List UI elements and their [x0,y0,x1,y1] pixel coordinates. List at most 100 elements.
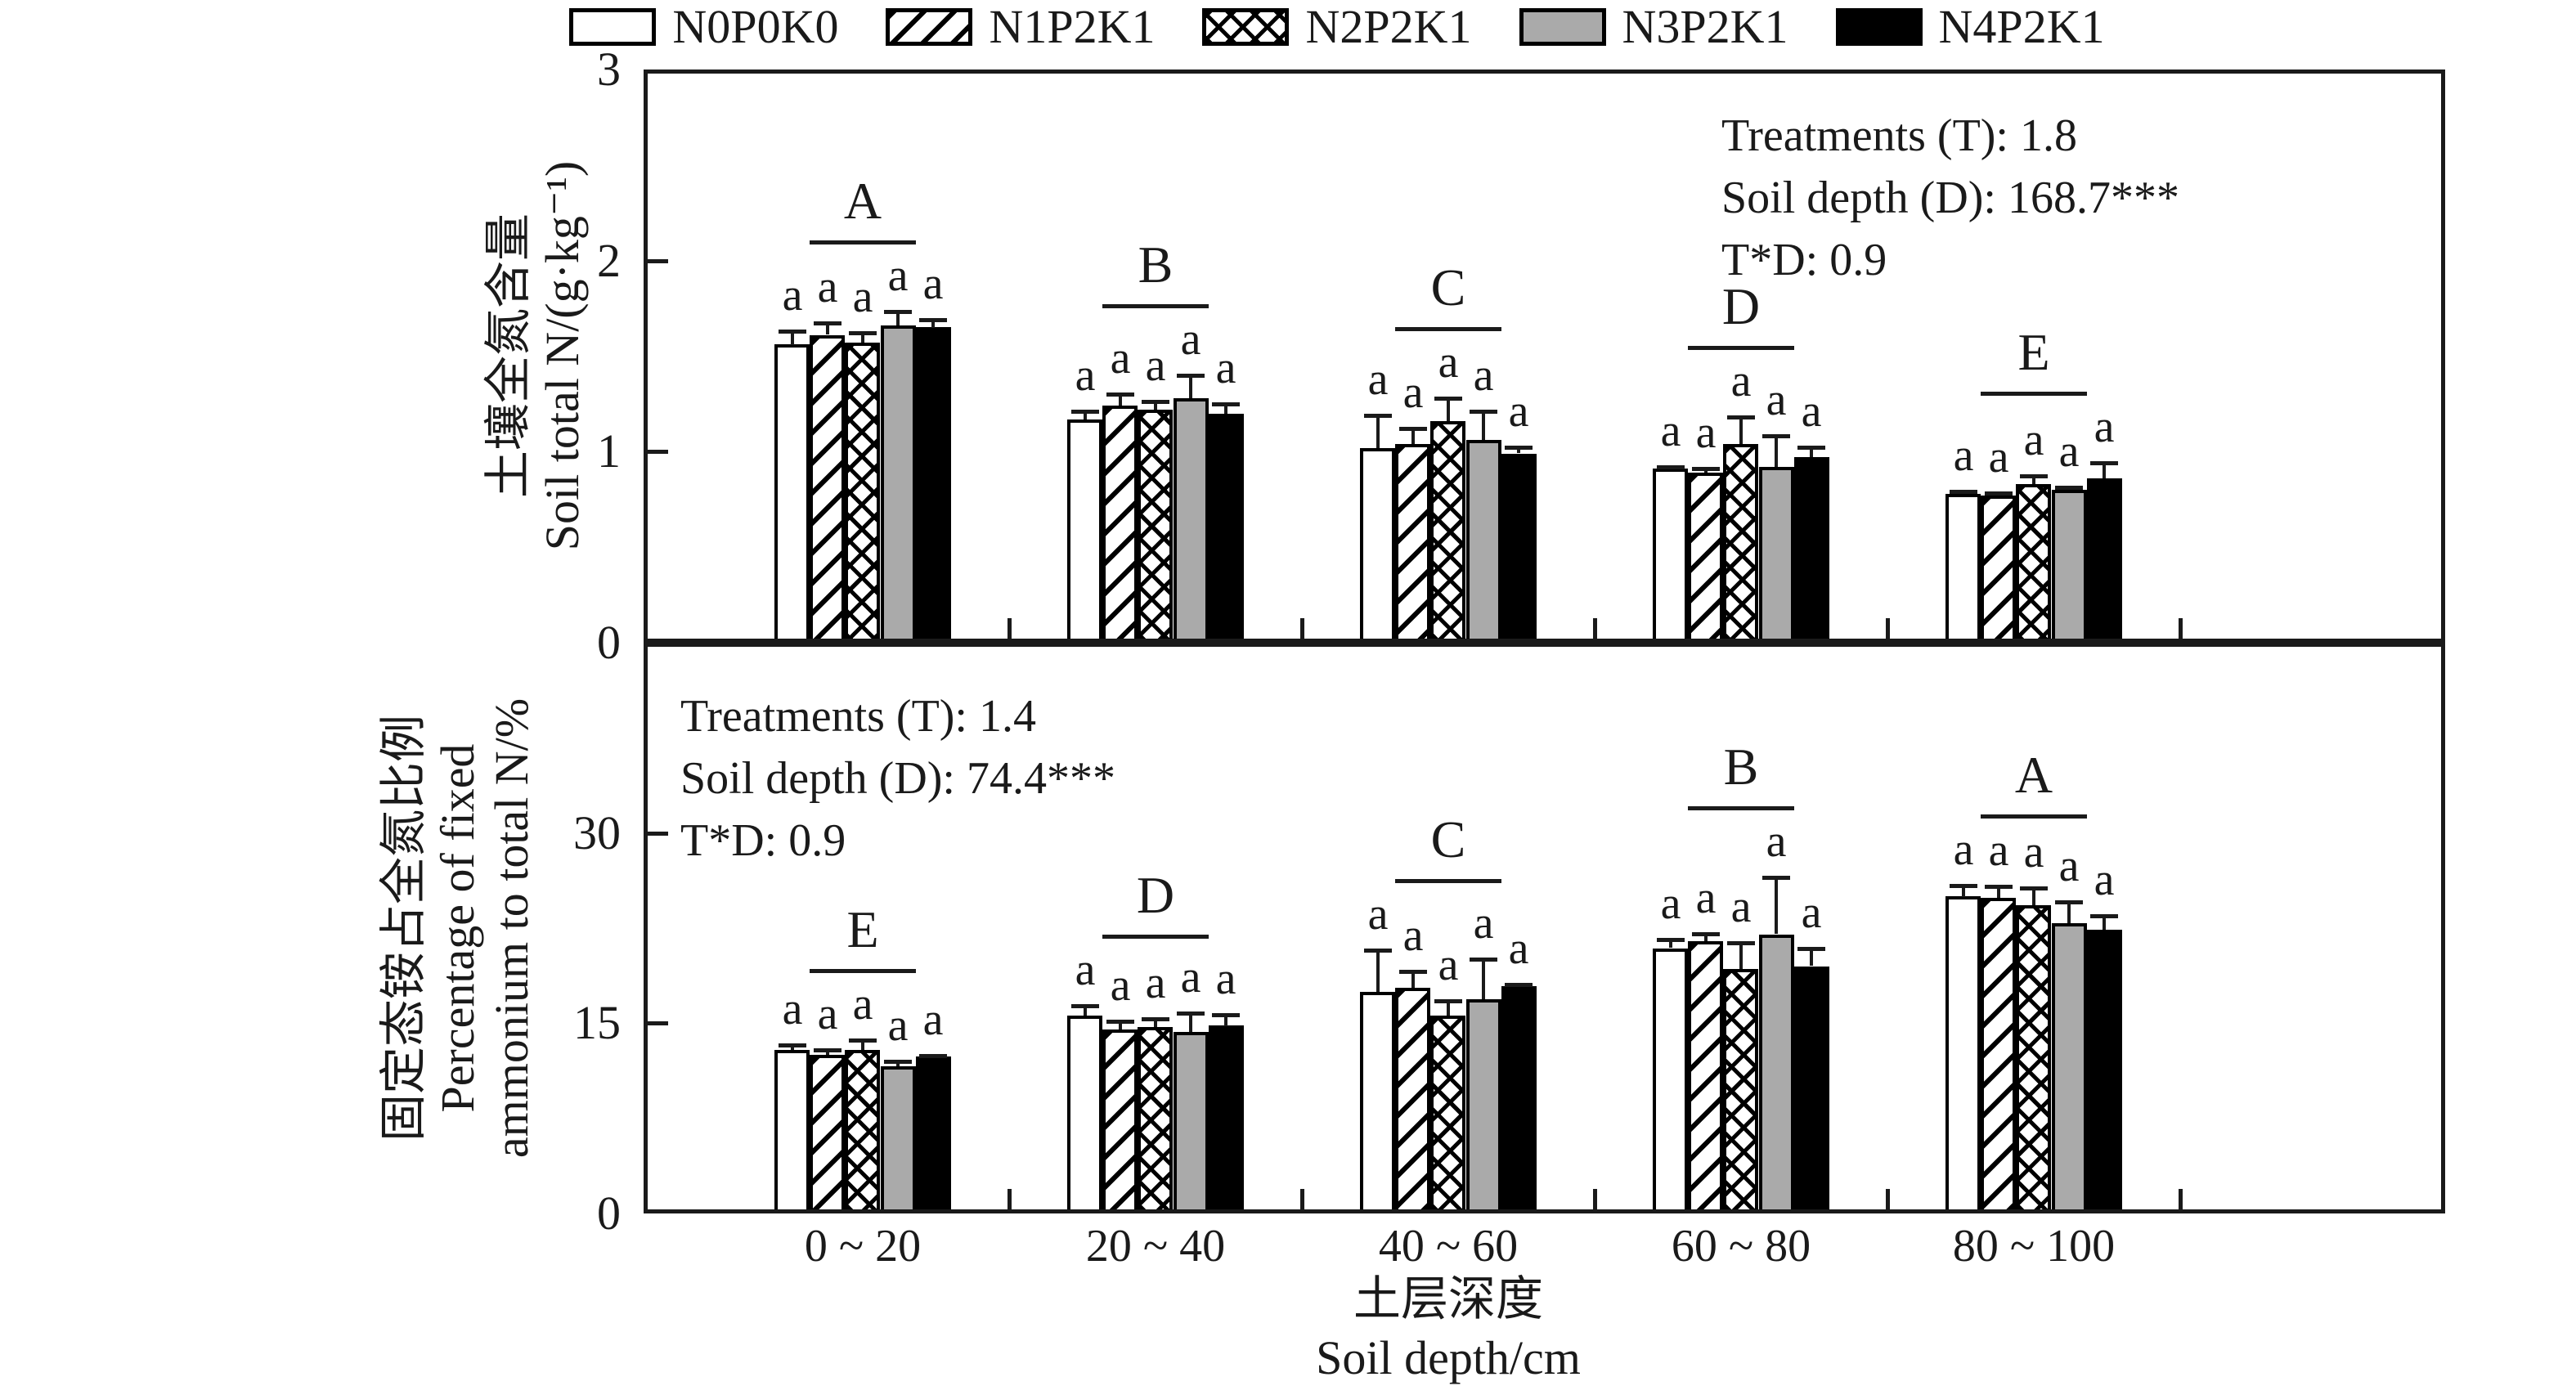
error-bar-cap-N3P2K1-group1 [884,1060,912,1064]
y-axis-title-bottom-zh: 固定态铵占全氮比例 [377,715,430,1142]
error-bar-cap-N2P2K1-group1 [849,331,877,335]
anova-annotation-top-panel: Treatments (T): 1.8 Soil depth (D): 168.… [1721,105,2179,291]
error-bar-cap-N3P2K1-group5 [2055,486,2083,490]
bar-N0P0K0-group5 [1945,896,1981,1213]
y-axis-title-bottom-en1: Percentage of fixed [431,743,484,1113]
bar-N2P2K1-group2 [1138,410,1173,643]
sig-letter-N2P2K1-group1: a [852,271,873,322]
error-bar-cap-N3P2K1-group2 [1177,1011,1205,1016]
error-bar-N2P2K1-group2 [1154,400,1157,410]
group-sig-line-bottom-group4 [1688,806,1794,810]
bar-N1P2K1-group5 [1981,898,2016,1213]
sig-letter-N1P2K1-group4: a [1695,872,1717,923]
x-tick-bottom-4 [1886,1189,1890,1213]
sig-letter-N3P2K1-group4: a [1766,816,1787,867]
legend-swatch-gray-icon [1519,8,1606,46]
y-axis-title-top-en: Soil total N/(g·kg⁻¹) [536,160,589,551]
bar-N2P2K1-group4 [1723,969,1758,1213]
sig-letter-N0P0K0-group5: a [1953,824,1974,875]
error-bar-cap-N1P2K1-group1 [814,1048,841,1052]
anova-soildepth-top: Soil depth (D): 168.7*** [1721,173,2179,223]
bar-N0P0K0-group3 [1360,448,1395,643]
group-sig-letter-top-group5: E [2017,323,2050,381]
sig-letter-N1P2K1-group3: a [1402,910,1424,961]
error-bar-cap-N4P2K1-group4 [1797,947,1825,951]
bar-N3P2K1-group3 [1466,440,1501,643]
group-sig-line-bottom-group3 [1395,879,1501,883]
bar-N1P2K1-group4 [1688,473,1723,643]
bar-N4P2K1-group1 [916,1056,951,1213]
error-bar-cap-N4P2K1-group5 [2090,461,2118,465]
legend-swatch-plain-icon [569,8,657,46]
error-bar-cap-N3P2K1-group4 [1762,434,1790,438]
group-sig-letter-bottom-group1: E [846,900,879,958]
bar-N4P2K1-group5 [2087,930,2122,1213]
sig-letter-N4P2K1-group3: a [1508,923,1529,974]
sig-letter-N4P2K1-group5: a [2094,401,2115,452]
legend-swatch-diag-icon [886,8,973,46]
group-sig-letter-top-group3: C [1430,258,1466,316]
sig-letter-N4P2K1-group4: a [1801,386,1822,437]
y-tick-top-2 [644,259,668,263]
error-bar-N3P2K1-group4 [1775,434,1778,467]
group-sig-line-top-group5 [1981,392,2087,396]
error-bar-cap-N1P2K1-group3 [1399,970,1427,974]
error-bar-N0P0K0-group5 [1962,884,1965,897]
error-bar-N1P2K1-group2 [1119,1020,1122,1029]
error-bar-N3P2K1-group3 [1482,410,1485,440]
sig-letter-N0P0K0-group1: a [782,270,803,321]
y-axis-title-top-zh: 土壤全氮含量 [482,213,535,499]
group-sig-letter-bottom-group3: C [1430,810,1466,868]
sig-letter-N3P2K1-group5: a [2058,841,2080,891]
sig-letter-N4P2K1-group2: a [1215,343,1236,393]
bar-N4P2K1-group4 [1794,457,1829,643]
bar-N3P2K1-group1 [881,1066,916,1213]
sig-letter-N3P2K1-group5: a [2058,426,2080,477]
group-sig-letter-top-group1: A [843,172,882,230]
anova-soildepth-bottom: Soil depth (D): 74.4*** [680,753,1115,804]
x-tick-top-5 [2179,618,2183,643]
x-category-label-1: 0 ~ 20 [804,1221,922,1272]
error-bar-N0P0K0-group1 [791,330,794,345]
error-bar-cap-N2P2K1-group5 [2020,886,2048,890]
error-bar-cap-N4P2K1-group2 [1212,1013,1240,1017]
bar-N0P0K0-group3 [1360,992,1395,1213]
bar-N1P2K1-group1 [810,335,845,643]
sig-letter-N2P2K1-group1: a [852,979,873,1029]
error-bar-cap-N2P2K1-group4 [1727,415,1755,419]
error-bar-N2P2K1-group1 [861,331,864,343]
sig-letter-N2P2K1-group3: a [1438,940,1459,990]
error-bar-cap-N4P2K1-group3 [1505,983,1533,987]
bar-N1P2K1-group4 [1688,941,1723,1213]
error-bar-N2P2K1-group3 [1447,397,1450,421]
sig-letter-N1P2K1-group1: a [817,989,838,1039]
anova-treatments-bottom: Treatments (T): 1.4 [680,691,1036,742]
bar-N3P2K1-group2 [1174,1032,1209,1213]
error-bar-cap-N2P2K1-group2 [1142,1017,1169,1021]
bar-N3P2K1-group4 [1759,467,1794,643]
bar-N2P2K1-group1 [845,1050,880,1213]
error-bar-cap-N3P2K1-group4 [1762,876,1790,880]
bar-N2P2K1-group4 [1723,444,1758,643]
error-bar-N2P2K1-group2 [1154,1017,1157,1027]
sig-letter-N0P0K0-group1: a [782,984,803,1034]
error-bar-cap-N1P2K1-group5 [1985,885,2013,889]
error-bar-N3P2K1-group3 [1482,958,1485,999]
sig-letter-N3P2K1-group4: a [1766,375,1787,425]
error-bar-cap-N4P2K1-group1 [919,1054,947,1058]
sig-letter-N3P2K1-group1: a [887,250,909,301]
y-tick-bottom-30 [644,832,668,836]
x-category-label-2: 20 ~ 40 [1085,1221,1226,1272]
error-bar-cap-N1P2K1-group5 [1985,491,2013,496]
error-bar-cap-N4P2K1-group2 [1212,402,1240,406]
y-tick-label-bottom-0: 0 [597,1186,621,1240]
bar-N1P2K1-group1 [810,1055,845,1213]
sig-letter-N2P2K1-group5: a [2023,827,2044,877]
error-bar-N0P0K0-group2 [1084,1004,1087,1016]
error-bar-N0P0K0-group2 [1084,410,1087,419]
error-bar-cap-N2P2K1-group1 [849,1038,877,1043]
error-bar-N0P0K0-group3 [1376,949,1380,992]
bar-N1P2K1-group3 [1395,988,1430,1213]
legend-label: N4P2K1 [1938,0,2105,53]
group-sig-line-top-group1 [810,240,916,244]
